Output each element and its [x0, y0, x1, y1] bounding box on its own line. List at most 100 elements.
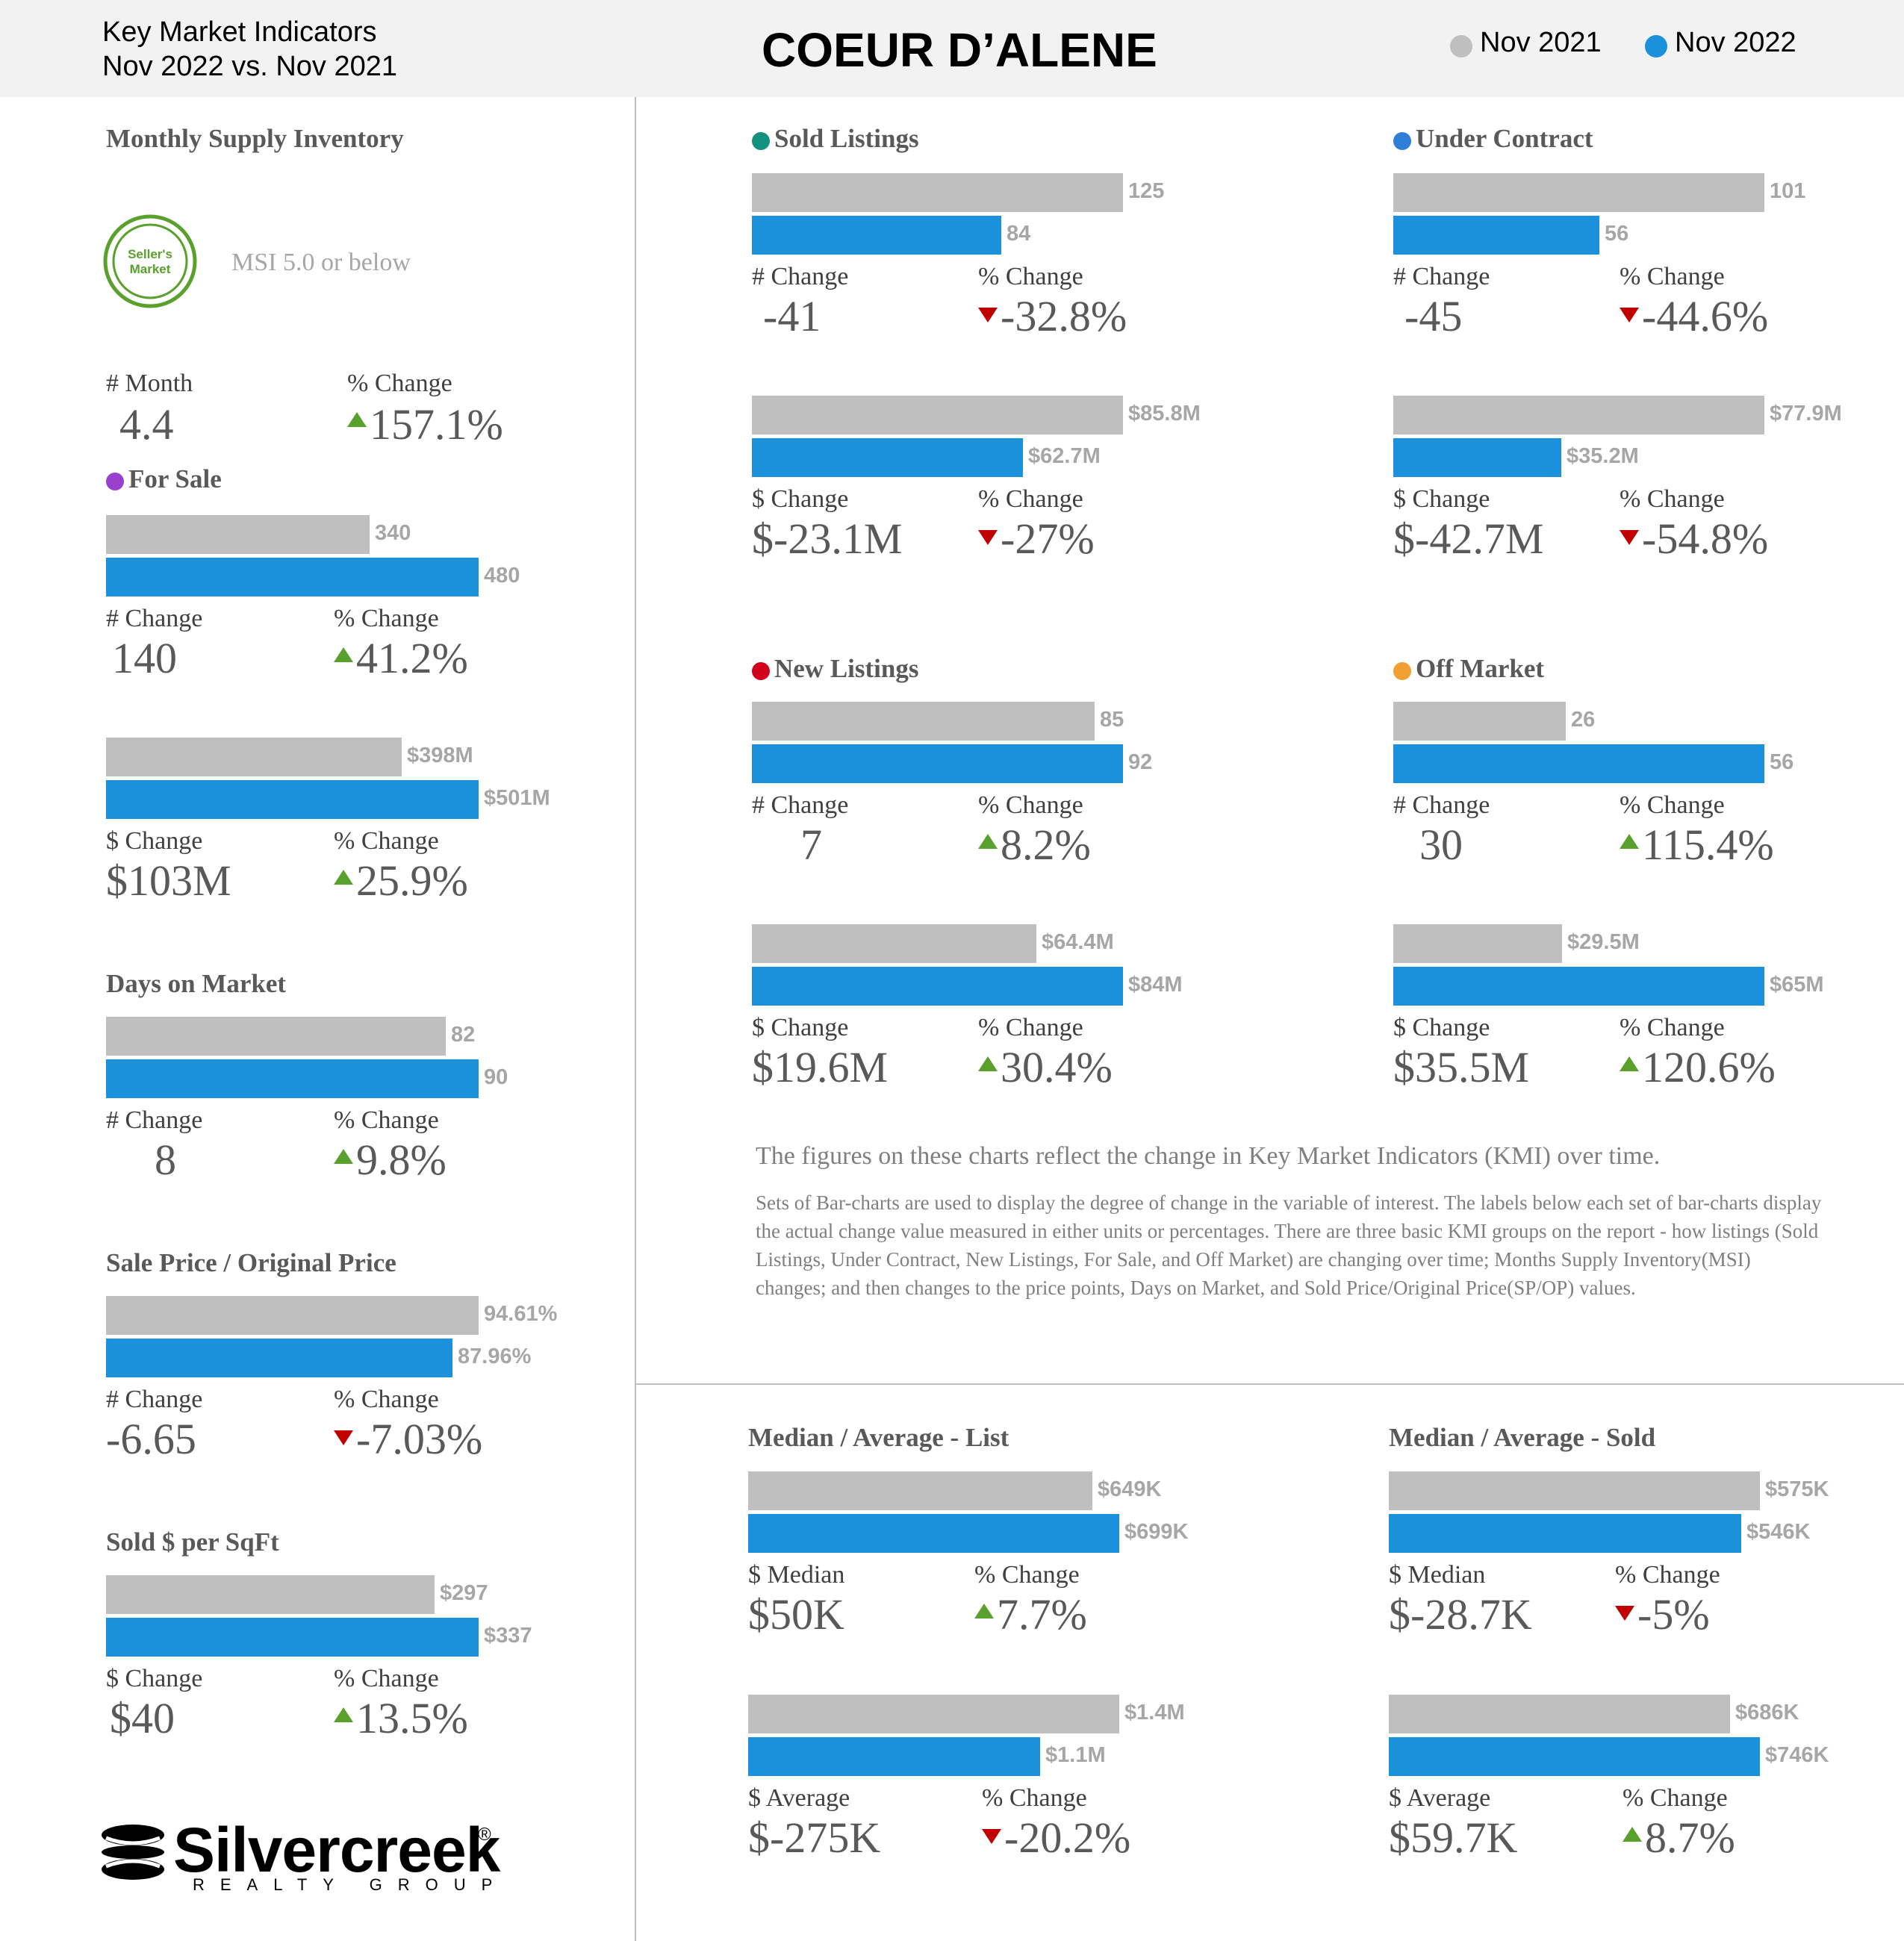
section-title: Sold Listings	[774, 124, 919, 153]
down-arrow-icon	[978, 308, 998, 323]
down-arrow-icon	[978, 530, 998, 545]
change-value: $19.6M	[752, 1043, 889, 1091]
pct-change-value: -32.8%	[1001, 292, 1127, 340]
section-marker-dot	[1393, 662, 1411, 680]
value-label-nov-2022: 87.96%	[458, 1345, 532, 1368]
legend-label-nov-2021: Nov 2021	[1480, 27, 1602, 58]
pct-change-value: 41.2%	[356, 634, 468, 682]
bar-nov-2022	[748, 1514, 1119, 1553]
up-arrow-icon	[974, 1604, 994, 1618]
up-arrow-icon	[1620, 1056, 1639, 1071]
brand-tagline: REALTY GROUP	[193, 1875, 508, 1894]
pct-change-label: % Change	[1623, 1784, 1728, 1812]
bar-nov-2021	[106, 738, 402, 776]
change-value: $-28.7K	[1389, 1590, 1532, 1639]
value-label-nov-2022: 56	[1770, 750, 1794, 774]
change-value: 30	[1419, 820, 1463, 869]
pct-change-label: % Change	[334, 827, 439, 855]
pct-change-label: % Change	[978, 485, 1083, 513]
change-value: -45	[1404, 292, 1463, 340]
up-arrow-icon	[978, 1056, 998, 1071]
change-label: $ Change	[752, 485, 849, 513]
bar-nov-2021	[106, 1575, 435, 1614]
bar-nov-2022	[748, 1737, 1040, 1776]
value-label-nov-2021: $77.9M	[1770, 402, 1842, 426]
value-label-nov-2021: 125	[1128, 179, 1165, 203]
bar-nov-2021	[106, 515, 370, 554]
bar-nov-2021	[752, 702, 1095, 741]
pct-change-value: 120.6%	[1642, 1043, 1776, 1091]
change-label: $ Median	[1389, 1561, 1486, 1589]
pct-change-label: % Change	[334, 1386, 439, 1413]
bar-nov-2022	[1393, 744, 1764, 783]
bar-nov-2022	[1393, 438, 1561, 477]
change-label: # Change	[1393, 263, 1490, 290]
bar-nov-2022	[1389, 1737, 1760, 1776]
change-label: # Change	[752, 263, 849, 290]
value-label-nov-2022: 56	[1605, 222, 1629, 246]
value-label-nov-2021: $29.5M	[1567, 930, 1640, 954]
value-label-nov-2021: 340	[375, 521, 411, 545]
pct-change-value: -27%	[1001, 514, 1095, 563]
value-label-nov-2022: $501M	[484, 786, 550, 810]
up-arrow-icon	[334, 1707, 353, 1722]
change-value: $-42.7M	[1393, 514, 1544, 563]
down-arrow-icon	[1620, 308, 1639, 323]
down-arrow-icon	[1615, 1606, 1634, 1621]
value-label-nov-2022: 92	[1128, 750, 1153, 774]
pct-change-label: % Change	[982, 1784, 1087, 1812]
value-label-nov-2022: $62.7M	[1028, 444, 1101, 468]
pct-change-value: 25.9%	[356, 856, 468, 905]
legend-label-nov-2022: Nov 2022	[1675, 27, 1796, 58]
section-title: Median / Average - List	[748, 1423, 1009, 1452]
up-arrow-icon	[347, 412, 367, 427]
pct-change-value: 13.5%	[356, 1694, 468, 1742]
value-label-nov-2021: 26	[1571, 708, 1596, 732]
change-value: 8	[155, 1135, 176, 1184]
value-label-nov-2021: $85.8M	[1128, 402, 1201, 426]
pct-change-label: % Change	[978, 263, 1083, 290]
section-marker-dot	[752, 132, 770, 150]
bar-nov-2021	[1393, 396, 1764, 434]
bar-nov-2022	[106, 1618, 479, 1657]
bar-nov-2021	[1393, 702, 1566, 741]
bar-nov-2021	[1389, 1471, 1760, 1510]
msi-pct-value: 157.1%	[370, 400, 503, 449]
pct-change-value: 8.7%	[1645, 1813, 1735, 1862]
bar-nov-2022	[106, 780, 479, 819]
value-label-nov-2022: 480	[484, 564, 520, 588]
value-label-nov-2021: $1.4M	[1124, 1701, 1185, 1725]
section-title: Median / Average - Sold	[1389, 1423, 1656, 1452]
change-label: $ Change	[106, 1665, 203, 1692]
bar-nov-2021	[1393, 173, 1764, 212]
pct-change-label: % Change	[978, 791, 1083, 819]
value-label-nov-2021: $575K	[1765, 1477, 1829, 1501]
change-value: 7	[800, 820, 822, 869]
report-title: Key Market Indicators	[102, 16, 377, 48]
pct-change-value: 7.7%	[997, 1590, 1087, 1639]
pct-change-value: -20.2%	[1004, 1813, 1131, 1862]
bar-nov-2021	[748, 1695, 1119, 1733]
section-marker-dot	[1393, 132, 1411, 150]
value-label-nov-2022: $546K	[1746, 1520, 1811, 1544]
pct-change-value: 30.4%	[1001, 1043, 1113, 1091]
pct-change-value: 8.2%	[1001, 820, 1091, 869]
section-divider	[636, 1383, 1904, 1385]
bar-nov-2022	[106, 558, 479, 596]
change-value: -41	[763, 292, 821, 340]
up-arrow-icon	[334, 647, 353, 662]
pct-change-label: % Change	[1620, 485, 1725, 513]
value-label-nov-2021: 85	[1100, 708, 1124, 732]
up-arrow-icon	[1620, 834, 1639, 849]
value-label-nov-2022: $746K	[1765, 1743, 1829, 1767]
down-arrow-icon	[982, 1829, 1001, 1844]
change-value: $35.5M	[1393, 1043, 1530, 1091]
pct-change-value: -7.03%	[356, 1415, 483, 1463]
header-bar	[0, 0, 1904, 97]
section-title: For Sale	[128, 464, 222, 493]
change-value: $50K	[748, 1590, 844, 1639]
up-arrow-icon	[334, 1149, 353, 1164]
pct-change-value: 115.4%	[1642, 820, 1774, 869]
change-label: # Change	[106, 1386, 203, 1413]
description-body: Sets of Bar-charts are used to display t…	[756, 1191, 1822, 1299]
